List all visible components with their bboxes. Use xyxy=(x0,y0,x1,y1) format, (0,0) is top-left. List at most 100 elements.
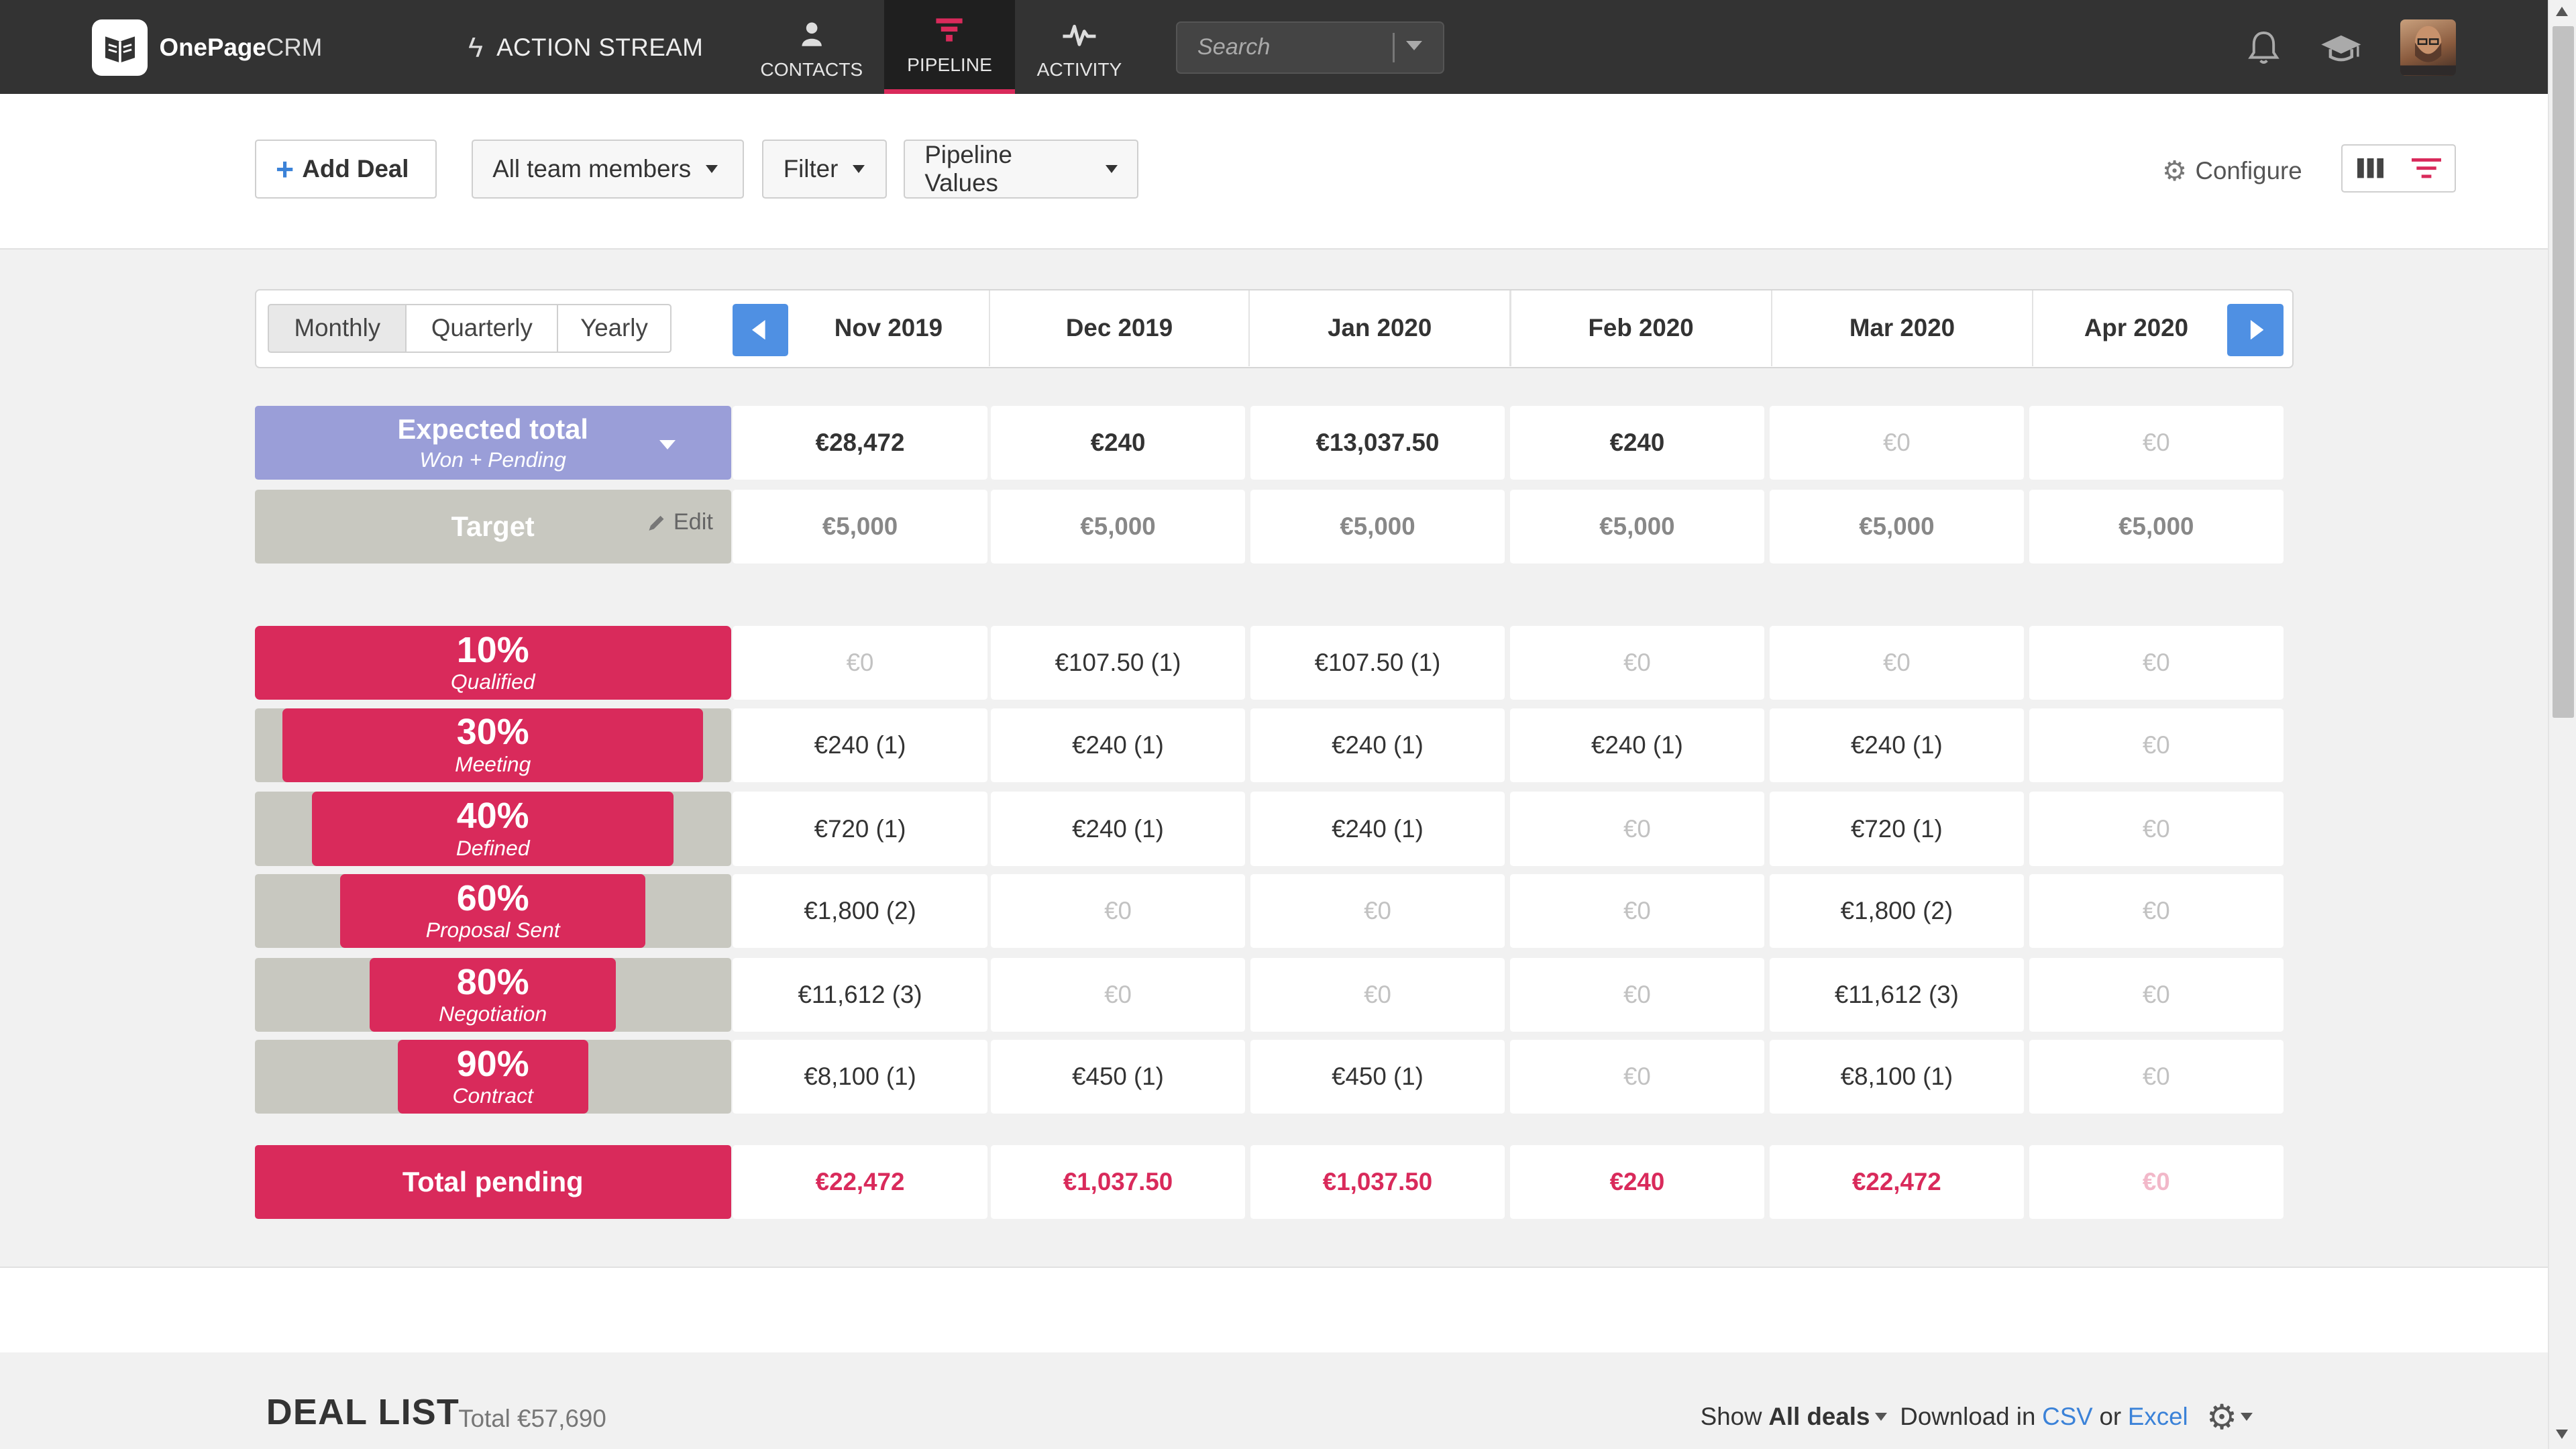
top-navbar: OnePageCRM ϟ ACTION STREAM CONTACTS PIPE… xyxy=(0,0,2548,94)
stage-cell[interactable]: €8,100 (1) xyxy=(1769,1040,2025,1114)
stage-cell[interactable]: €450 (1) xyxy=(1250,1040,1505,1114)
stage-cell[interactable]: €240 (1) xyxy=(1250,708,1505,782)
gear-icon: ⚙ xyxy=(2161,155,2188,187)
stage-cell[interactable]: €11,612 (3) xyxy=(1769,957,2025,1032)
next-period-button[interactable] xyxy=(2227,303,2284,356)
period-bar: Monthly Quarterly Yearly Nov 2019 Dec 20… xyxy=(254,289,2294,368)
edit-target-button[interactable]: Edit xyxy=(647,509,713,535)
stage-cell[interactable]: €240 (1) xyxy=(733,708,987,782)
quarterly-button[interactable]: Quarterly xyxy=(405,303,559,354)
stage-cell[interactable]: €450 (1) xyxy=(990,1040,1246,1114)
stage-bar: 90% Contract xyxy=(397,1040,588,1114)
stage-cell[interactable]: €11,612 (3) xyxy=(733,957,987,1032)
stage-cell[interactable]: €0 xyxy=(990,873,1246,949)
monthly-button[interactable]: Monthly xyxy=(267,303,407,354)
columns-view-icon[interactable] xyxy=(2343,146,2399,191)
stage-cell[interactable]: €0 xyxy=(2029,792,2284,866)
stage-cell[interactable]: €0 xyxy=(1769,626,2025,700)
stage-cell[interactable]: €8,100 (1) xyxy=(733,1040,987,1114)
target-cell: €5,000 xyxy=(2029,489,2284,564)
stage-bar: 40% Defined xyxy=(312,792,674,866)
stage-cell[interactable]: €0 xyxy=(2029,873,2284,949)
stage-cell[interactable]: €0 xyxy=(1250,957,1505,1032)
add-deal-button[interactable]: + Add Deal xyxy=(254,140,437,199)
pipeline-values-dropdown[interactable]: Pipeline Values xyxy=(903,140,1139,199)
yearly-button[interactable]: Yearly xyxy=(556,303,672,354)
stage-negotiation[interactable]: 80% Negotiation xyxy=(254,957,731,1032)
caret-down-icon xyxy=(853,165,865,173)
stage-bar: 10% Qualified xyxy=(254,626,731,700)
stage-cell[interactable]: €0 xyxy=(1509,1040,1765,1114)
stage-cell[interactable]: €0 xyxy=(1509,873,1765,949)
stage-cell[interactable]: €0 xyxy=(2029,1040,2284,1114)
expected-total-title: Expected total xyxy=(397,413,588,445)
stage-meeting[interactable]: 30% Meeting xyxy=(254,708,731,782)
vertical-scrollbar[interactable] xyxy=(2548,0,2576,1449)
stage-cell[interactable]: €1,800 (2) xyxy=(1769,873,2025,949)
stage-defined[interactable]: 40% Defined xyxy=(254,792,731,866)
stage-cell[interactable]: €0 xyxy=(1250,873,1505,949)
stage-cell[interactable]: €0 xyxy=(2029,708,2284,782)
nav-activity[interactable]: ACTIVITY xyxy=(1027,0,1132,94)
scrollbar-thumb[interactable] xyxy=(2553,26,2575,718)
scroll-up-arrow-icon[interactable] xyxy=(2556,7,2569,16)
edit-label: Edit xyxy=(673,509,713,535)
stage-cell[interactable]: €720 (1) xyxy=(1769,792,2025,866)
total-pending-cell: €1,037.50 xyxy=(990,1144,1246,1220)
app-logo[interactable]: OnePageCRM xyxy=(92,19,323,76)
filter-dropdown[interactable]: Filter xyxy=(762,140,888,199)
expected-total-cell: €13,037.50 xyxy=(1250,405,1505,480)
stage-cell[interactable]: €240 (1) xyxy=(990,792,1246,866)
stage-proposal-sent[interactable]: 60% Proposal Sent xyxy=(254,873,731,949)
stage-cell[interactable]: €107.50 (1) xyxy=(990,626,1246,700)
stage-cell[interactable]: €0 xyxy=(733,626,987,700)
book-logo-icon xyxy=(92,19,148,76)
download-excel-link[interactable]: Excel xyxy=(2127,1403,2188,1431)
add-deal-label: Add Deal xyxy=(302,155,409,183)
nav-action-stream[interactable]: ϟ ACTION STREAM xyxy=(468,28,703,68)
or-label: or xyxy=(2099,1403,2122,1431)
team-members-dropdown[interactable]: All team members xyxy=(471,140,745,199)
stage-bar: 60% Proposal Sent xyxy=(339,873,646,949)
nav-contacts-label: CONTACTS xyxy=(760,59,863,80)
configure-button[interactable]: ⚙ Configure xyxy=(2162,154,2302,187)
download-csv-link[interactable]: CSV xyxy=(2042,1403,2093,1431)
search-dropdown-caret[interactable] xyxy=(1405,40,1422,50)
scroll-down-arrow-icon[interactable] xyxy=(2556,1429,2569,1439)
stage-cell[interactable]: €240 (1) xyxy=(1250,792,1505,866)
graduation-cap-icon[interactable] xyxy=(2320,26,2363,69)
expected-total-cell: €0 xyxy=(1769,405,2025,480)
stage-cell[interactable]: €0 xyxy=(1509,957,1765,1032)
previous-period-button[interactable] xyxy=(732,303,789,356)
stage-cell[interactable]: €0 xyxy=(2029,957,2284,1032)
stage-cell[interactable]: €0 xyxy=(1509,792,1765,866)
user-avatar[interactable] xyxy=(2400,19,2457,76)
stage-contract[interactable]: 90% Contract xyxy=(254,1040,731,1114)
stage-cell[interactable]: €720 (1) xyxy=(733,792,987,866)
stage-cell[interactable]: €107.50 (1) xyxy=(1250,626,1505,700)
nav-contacts[interactable]: CONTACTS xyxy=(756,0,868,94)
stage-cell[interactable]: €240 (1) xyxy=(1509,708,1765,782)
caret-down-icon xyxy=(1874,1413,1887,1421)
stage-cell[interactable]: €1,800 (2) xyxy=(733,873,987,949)
stage-cell[interactable]: €240 (1) xyxy=(990,708,1246,782)
pipeline-toolbar: + Add Deal All team members Filter Pipel… xyxy=(0,93,2548,250)
target-cell: €5,000 xyxy=(990,489,1246,564)
brand-name: OnePageCRM xyxy=(159,34,323,61)
expected-total-header[interactable]: Expected total Won + Pending xyxy=(254,405,731,480)
stage-qualified[interactable]: 10% Qualified xyxy=(254,626,731,700)
show-deals-dropdown[interactable]: All deals xyxy=(1768,1403,1870,1431)
bell-icon[interactable] xyxy=(2243,26,2286,69)
search-input[interactable] xyxy=(1177,22,1391,72)
configure-label: Configure xyxy=(2195,156,2302,184)
deal-list-settings-button[interactable]: ⚙ xyxy=(2206,1397,2253,1438)
stage-cell[interactable]: €240 (1) xyxy=(1769,708,2025,782)
stage-cell[interactable]: €0 xyxy=(1509,626,1765,700)
stage-cell[interactable]: €0 xyxy=(2029,626,2284,700)
nav-pipeline[interactable]: PIPELINE xyxy=(883,0,1016,94)
funnel-view-icon[interactable] xyxy=(2399,146,2455,191)
lightning-icon: ϟ xyxy=(468,32,484,63)
target-header: Target Edit xyxy=(254,489,731,564)
deal-list-controls: Show All deals Download in CSV or Excel xyxy=(1701,1403,2195,1431)
stage-cell[interactable]: €0 xyxy=(990,957,1246,1032)
